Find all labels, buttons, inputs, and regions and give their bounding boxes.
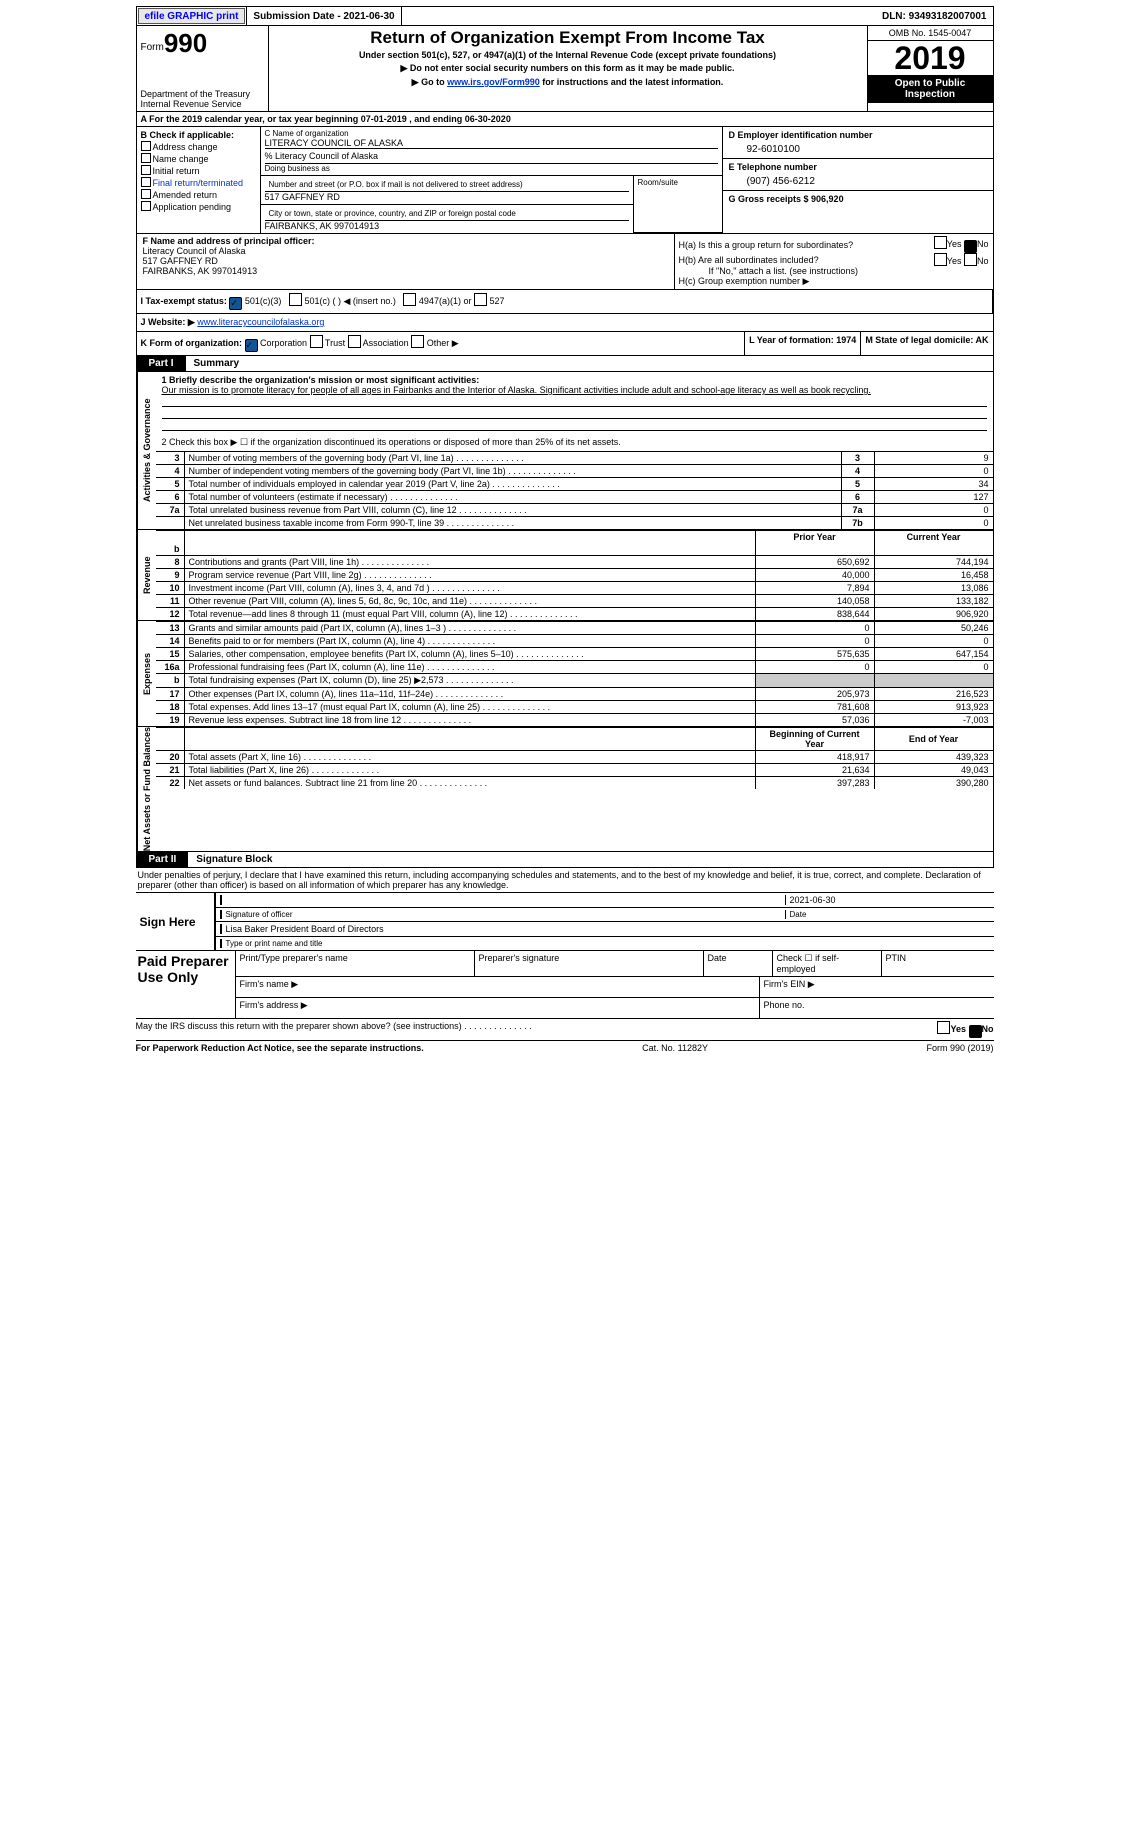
checkbox-final-return[interactable] <box>141 177 151 187</box>
checkbox-hb-no[interactable] <box>964 253 977 266</box>
checkbox-corp[interactable]: ✓ <box>245 339 258 352</box>
mission-question: 1 Briefly describe the organization's mi… <box>156 372 993 434</box>
submission-date: Submission Date - 2021-06-30 <box>246 7 401 25</box>
mission-answer: Our mission is to promote literacy for p… <box>162 385 871 395</box>
preparer-sig-hdr: Preparer's signature <box>475 951 704 976</box>
checkbox-other[interactable] <box>411 335 424 348</box>
address-block: Number and street (or P.O. box if mail i… <box>261 176 633 205</box>
section-I: I Tax-exempt status: ✓ 501(c)(3) 501(c) … <box>137 290 993 313</box>
form-title: Return of Organization Exempt From Incom… <box>275 28 861 48</box>
subtitle-1: Under section 501(c), 527, or 4947(a)(1)… <box>275 50 861 60</box>
room-suite: Room/suite <box>634 176 722 233</box>
section-E: E Telephone number (907) 456-6212 <box>723 159 993 191</box>
sign-here-label: Sign Here <box>136 893 216 950</box>
catalog-number: Cat. No. 11282Y <box>642 1043 708 1053</box>
net-assets-table: Beginning of Current YearEnd of Year20To… <box>156 727 993 789</box>
checkbox-527[interactable] <box>474 293 487 306</box>
website-link[interactable]: www.literacycouncilofalaska.org <box>197 317 324 327</box>
checkbox-amended-return[interactable] <box>141 189 151 199</box>
vtab-expenses: Expenses <box>137 621 156 726</box>
org-name-block: C Name of organization LITERACY COUNCIL … <box>261 127 722 176</box>
expenses-table: 13Grants and similar amounts paid (Part … <box>156 621 993 726</box>
firm-phone: Phone no. <box>760 998 994 1018</box>
checkbox-trust[interactable] <box>310 335 323 348</box>
checkbox-ha-yes[interactable] <box>934 236 947 249</box>
checkbox-address-change[interactable] <box>141 141 151 151</box>
part1-label: Part I <box>137 356 186 371</box>
preparer-date-hdr: Date <box>704 951 773 976</box>
section-D: D Employer identification number 92-6010… <box>723 127 993 159</box>
section-B-heading: B Check if applicable: <box>141 130 235 140</box>
section-F: F Name and address of principal officer:… <box>137 234 674 289</box>
tax-year: 2019 <box>868 41 993 75</box>
checkbox-hb-yes[interactable] <box>934 253 947 266</box>
care-of: % Literacy Council of Alaska <box>265 148 718 163</box>
part1-title: Summary <box>186 356 248 371</box>
may-irs-discuss: May the IRS discuss this return with the… <box>136 1021 938 1038</box>
officer-name-label: Type or print name and title <box>220 939 990 948</box>
vtab-net-assets: Net Assets or Fund Balances <box>137 727 156 851</box>
subtitle-3: ▶ Go to www.irs.gov/Form990 for instruct… <box>275 77 861 88</box>
section-J: J Website: ▶ www.literacycouncilofalaska… <box>137 314 993 331</box>
subtitle-2: ▶ Do not enter social security numbers o… <box>275 63 861 74</box>
part2-title: Signature Block <box>188 852 280 867</box>
top-toolbar: efile GRAPHIC print Submission Date - 20… <box>136 6 994 26</box>
officer-sig-label: Signature of officer <box>220 910 785 919</box>
checkbox-name-change[interactable] <box>141 153 151 163</box>
city-block: City or town, state or province, country… <box>261 205 633 233</box>
officer-signature-line <box>220 895 785 905</box>
checkbox-4947[interactable] <box>403 293 416 306</box>
checkbox-ha-no[interactable]: ✓ <box>964 240 977 253</box>
city-state-zip: FAIRBANKS, AK 997014913 <box>265 221 380 231</box>
part2-label: Part II <box>137 852 189 867</box>
revenue-table: Prior YearCurrent Yearb8Contributions an… <box>156 530 993 620</box>
governance-table: 3Number of voting members of the governi… <box>156 451 993 529</box>
form-number: Form990 <box>141 28 264 59</box>
paid-preparer-label: Paid Preparer Use Only <box>136 951 236 1018</box>
vtab-governance: Activities & Governance <box>137 372 156 529</box>
section-L: L Year of formation: 1974 <box>744 332 860 355</box>
checkbox-irs-yes[interactable] <box>937 1021 950 1034</box>
preparer-self-emp: Check ☐ if self-employed <box>773 951 882 976</box>
vtab-revenue: Revenue <box>137 530 156 620</box>
checkbox-assoc[interactable] <box>348 335 361 348</box>
officer-name: Lisa Baker President Board of Directors <box>220 924 990 934</box>
section-G: G Gross receipts $ 906,920 <box>723 191 993 207</box>
irs-link[interactable]: www.irs.gov/Form990 <box>447 77 540 87</box>
section-H: H(a) Is this a group return for subordin… <box>674 234 993 289</box>
ptin-hdr: PTIN <box>882 951 994 976</box>
section-B: B Check if applicable: Address change Na… <box>137 127 261 233</box>
dln: DLN: 93493182007001 <box>876 11 993 22</box>
org-name: LITERACY COUNCIL OF ALASKA <box>265 138 718 148</box>
ein: 92-6010100 <box>729 144 987 155</box>
form-version: Form 990 (2019) <box>926 1043 993 1053</box>
omb-number: OMB No. 1545-0047 <box>868 26 993 41</box>
street-address: 517 GAFFNEY RD <box>265 192 340 202</box>
checkbox-501c3[interactable]: ✓ <box>229 297 242 310</box>
date-label: Date <box>785 910 990 919</box>
dept: Department of the Treasury Internal Reve… <box>141 89 264 109</box>
line-2: 2 Check this box ▶ ☐ if the organization… <box>156 434 993 451</box>
section-K: K Form of organization: ✓ Corporation Tr… <box>137 332 745 355</box>
firm-name: Firm's name ▶ <box>236 977 760 997</box>
form-header: Form990 Department of the Treasury Inter… <box>136 26 994 112</box>
firm-ein: Firm's EIN ▶ <box>760 977 994 997</box>
efile-button[interactable]: efile GRAPHIC print <box>138 8 246 24</box>
footer: For Paperwork Reduction Act Notice, see … <box>136 1041 994 1055</box>
checkbox-501c[interactable] <box>289 293 302 306</box>
firm-address: Firm's address ▶ <box>236 998 760 1018</box>
phone: (907) 456-6212 <box>729 176 987 187</box>
signature-intro: Under penalties of perjury, I declare th… <box>136 868 994 893</box>
section-M: M State of legal domicile: AK <box>860 332 992 355</box>
checkbox-irs-no[interactable]: ✓ <box>969 1025 982 1038</box>
tax-year-period: A For the 2019 calendar year, or tax yea… <box>136 112 994 127</box>
checkbox-app-pending[interactable] <box>141 201 151 211</box>
preparer-name-hdr: Print/Type preparer's name <box>236 951 475 976</box>
open-inspection: Open to Public Inspection <box>868 75 993 103</box>
signature-date: 2021-06-30 <box>785 895 990 905</box>
checkbox-initial-return[interactable] <box>141 165 151 175</box>
